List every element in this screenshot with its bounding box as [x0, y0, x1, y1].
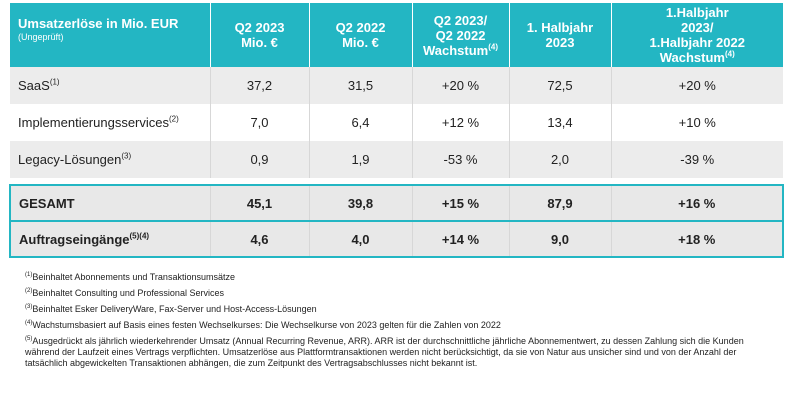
cell-q2-2023: 7,0 — [210, 104, 310, 141]
row-label: Implementierungsservices(2) — [10, 104, 211, 141]
cell-q2-2023: 4,6 — [210, 221, 310, 258]
orders-label: Auftragseingänge(5)(4) — [9, 221, 211, 258]
table-title: Umsatzerlöse in Mio. EUR — [18, 16, 179, 31]
cell-q2-2023: 0,9 — [210, 141, 310, 178]
cell-growth-q2: -53 % — [412, 141, 510, 178]
footnote: (4)Wachstumsbasiert auf Basis eines fest… — [25, 320, 501, 330]
cell-q2-2022: 4,0 — [309, 221, 413, 258]
cell-growth-h1: +20 % — [611, 67, 783, 104]
cell-q2-2022: 39,8 — [309, 184, 413, 222]
cell-growth-q2: +15 % — [412, 184, 510, 222]
cell-q2-2022: 6,4 — [309, 104, 413, 141]
cell-q2-2023: 37,2 — [210, 67, 310, 104]
cell-h1-2023: 13,4 — [509, 104, 612, 141]
cell-h1-2023: 2,0 — [509, 141, 612, 178]
table-row: Implementierungsservices(2) 7,0 6,4 +12 … — [10, 104, 783, 141]
header-h1-2023: 1. Halbjahr 2023 — [509, 3, 612, 67]
cell-growth-h1: +16 % — [611, 184, 784, 222]
table-row: Legacy-Lösungen(3) 0,9 1,9 -53 % 2,0 -39… — [10, 141, 783, 178]
row-label: Legacy-Lösungen(3) — [10, 141, 211, 178]
footnote: (1)Beinhaltet Abonnements und Transaktio… — [25, 272, 235, 282]
cell-q2-2022: 1,9 — [309, 141, 413, 178]
cell-h1-2023: 72,5 — [509, 67, 612, 104]
cell-growth-q2: +20 % — [412, 67, 510, 104]
footnotes: (1)Beinhaltet Abonnements und Transaktio… — [25, 272, 745, 374]
footnote: (5)Ausgedrückt als jährlich wiederkehren… — [25, 336, 744, 368]
cell-growth-h1: -39 % — [611, 141, 783, 178]
cell-growth-h1: +18 % — [611, 221, 784, 258]
total-row: GESAMT 45,1 39,8 +15 % 87,9 +16 % — [9, 184, 784, 222]
header-q2-growth: Q2 2023/ Q2 2022 Wachstum(4) — [412, 3, 510, 67]
header-q2-2023: Q2 2023 Mio. € — [210, 3, 310, 67]
footnote: (3)Beinhaltet Esker DeliveryWare, Fax-Se… — [25, 304, 317, 314]
orders-row: Auftragseingänge(5)(4) 4,6 4,0 +14 % 9,0… — [9, 221, 784, 258]
table-subtitle: (Ungeprüft) — [18, 32, 64, 42]
cell-h1-2023: 87,9 — [509, 184, 612, 222]
row-label: SaaS(1) — [10, 67, 211, 104]
header-q2-2022: Q2 2022 Mio. € — [309, 3, 413, 67]
cell-q2-2022: 31,5 — [309, 67, 413, 104]
footnote: (2)Beinhaltet Consulting und Professiona… — [25, 288, 224, 298]
revenue-table: Umsatzerlöse in Mio. EUR (Ungeprüft) Q2 … — [9, 3, 784, 258]
cell-growth-q2: +14 % — [412, 221, 510, 258]
cell-growth-h1: +10 % — [611, 104, 783, 141]
header-title-cell: Umsatzerlöse in Mio. EUR (Ungeprüft) — [10, 3, 211, 67]
table-row: SaaS(1) 37,2 31,5 +20 % 72,5 +20 % — [10, 67, 783, 104]
cell-q2-2023: 45,1 — [210, 184, 310, 222]
cell-h1-2023: 9,0 — [509, 221, 612, 258]
row-spacer — [10, 178, 783, 185]
table-header-row: Umsatzerlöse in Mio. EUR (Ungeprüft) Q2 … — [10, 3, 783, 67]
header-h1-growth: 1.Halbjahr 2023/ 1.Halbjahr 2022 Wachstu… — [611, 3, 783, 67]
total-label: GESAMT — [9, 184, 211, 222]
cell-growth-q2: +12 % — [412, 104, 510, 141]
